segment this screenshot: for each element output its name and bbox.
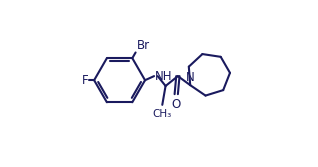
Text: N: N — [186, 71, 195, 84]
Text: F: F — [82, 74, 88, 87]
Text: Br: Br — [136, 39, 149, 52]
Text: NH: NH — [155, 70, 172, 83]
Text: O: O — [172, 98, 181, 111]
Text: CH₃: CH₃ — [153, 109, 172, 119]
